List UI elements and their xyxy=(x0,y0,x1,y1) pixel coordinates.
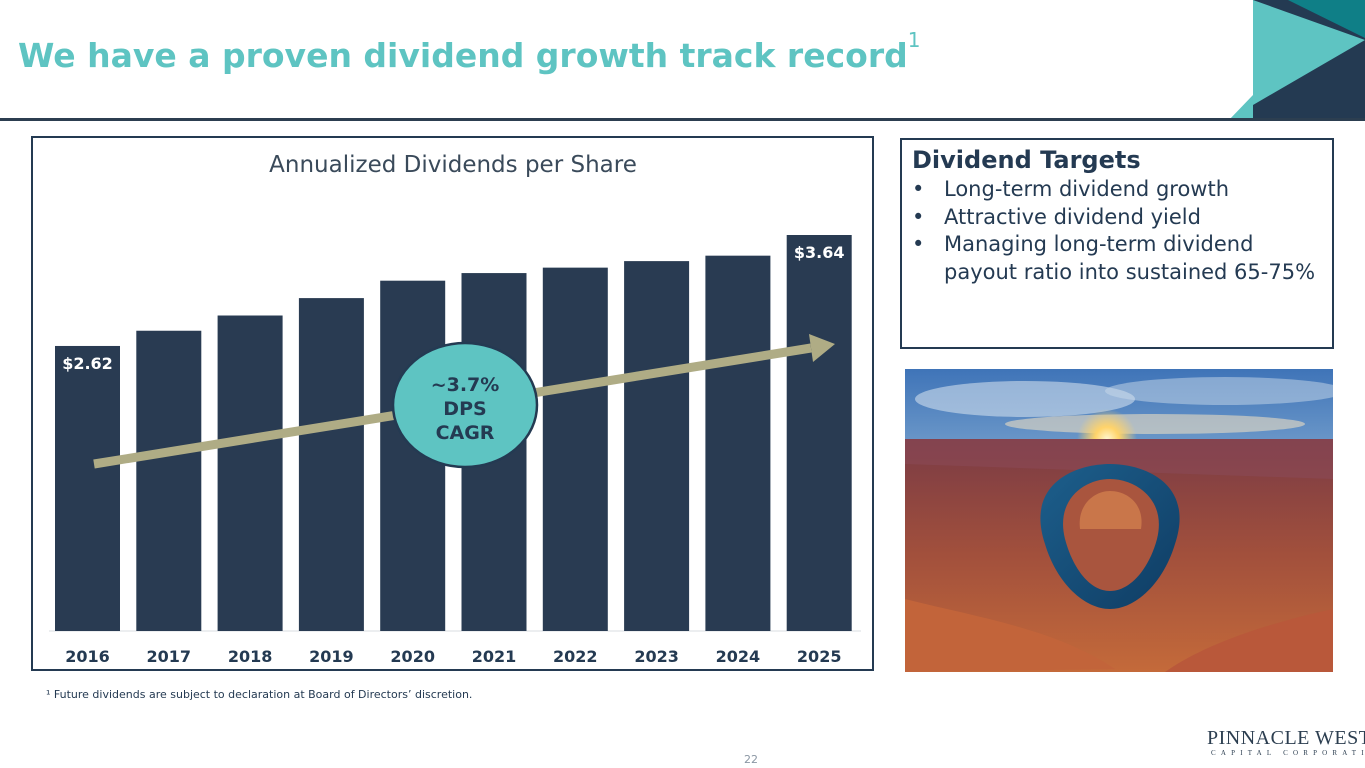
x-tick-label: 2016 xyxy=(65,647,110,666)
x-tick-label: 2025 xyxy=(797,647,842,666)
bar-2025 xyxy=(786,235,852,631)
chart-frame xyxy=(31,136,874,671)
cagr-label-cagr: CAGR xyxy=(436,422,495,444)
footnote: ¹ Future dividends are subject to declar… xyxy=(46,688,473,701)
bar-2019 xyxy=(298,298,364,631)
x-tick-label: 2019 xyxy=(309,647,354,666)
target-item: Attractive dividend yield xyxy=(912,204,1322,232)
x-tick-label: 2022 xyxy=(553,647,598,666)
cagr-bubble: ~3.7% DPS CAGR xyxy=(391,341,539,469)
x-tick-label: 2021 xyxy=(472,647,517,666)
bar-2016 xyxy=(55,345,120,631)
cagr-value: ~3.7% xyxy=(431,374,500,396)
page-title-text: We have a proven dividend growth track r… xyxy=(18,36,908,75)
x-tick-label: 2023 xyxy=(634,647,679,666)
target-item: Long-term dividend growth xyxy=(912,176,1322,204)
corner-decoration xyxy=(1228,0,1365,121)
target-item: Managing long-term dividend payout ratio… xyxy=(912,231,1322,286)
bar-2022 xyxy=(542,267,608,631)
dividend-targets-heading: Dividend Targets xyxy=(912,146,1141,174)
data-label: $2.62 xyxy=(62,354,113,373)
bar-2024 xyxy=(705,255,771,631)
cagr-label-dps: DPS xyxy=(443,398,486,420)
title-footnote-marker: 1 xyxy=(907,28,921,52)
dividend-chart: Annualized Dividends per Share 2016 2017 2… xyxy=(49,152,861,666)
x-tick-label: 2020 xyxy=(390,647,435,666)
bar-2017 xyxy=(136,330,202,631)
dividend-targets-list: Long-term dividend growth Attractive div… xyxy=(912,176,1322,286)
logo-subtitle: CAPITAL CORPORATION xyxy=(1211,749,1365,757)
bar-2018 xyxy=(217,315,283,631)
company-logo: PINNACLE WEST CAPITAL CORPORATION xyxy=(1207,727,1365,763)
canyon-photo xyxy=(905,369,1333,672)
data-label: $3.64 xyxy=(794,243,845,262)
x-tick-label: 2018 xyxy=(228,647,273,666)
page-number: 22 xyxy=(744,753,758,766)
bar-2023 xyxy=(624,261,690,631)
logo-wordmark: PINNACLE WEST xyxy=(1207,727,1365,749)
x-tick-label: 2017 xyxy=(147,647,192,666)
dividend-targets-panel: Dividend Targets Long-term dividend grow… xyxy=(900,138,1334,349)
chart-title: Annualized Dividends per Share xyxy=(269,152,637,178)
title-divider xyxy=(0,118,1365,121)
x-tick-label: 2024 xyxy=(716,647,761,666)
page-title: We have a proven dividend growth track r… xyxy=(18,28,920,75)
